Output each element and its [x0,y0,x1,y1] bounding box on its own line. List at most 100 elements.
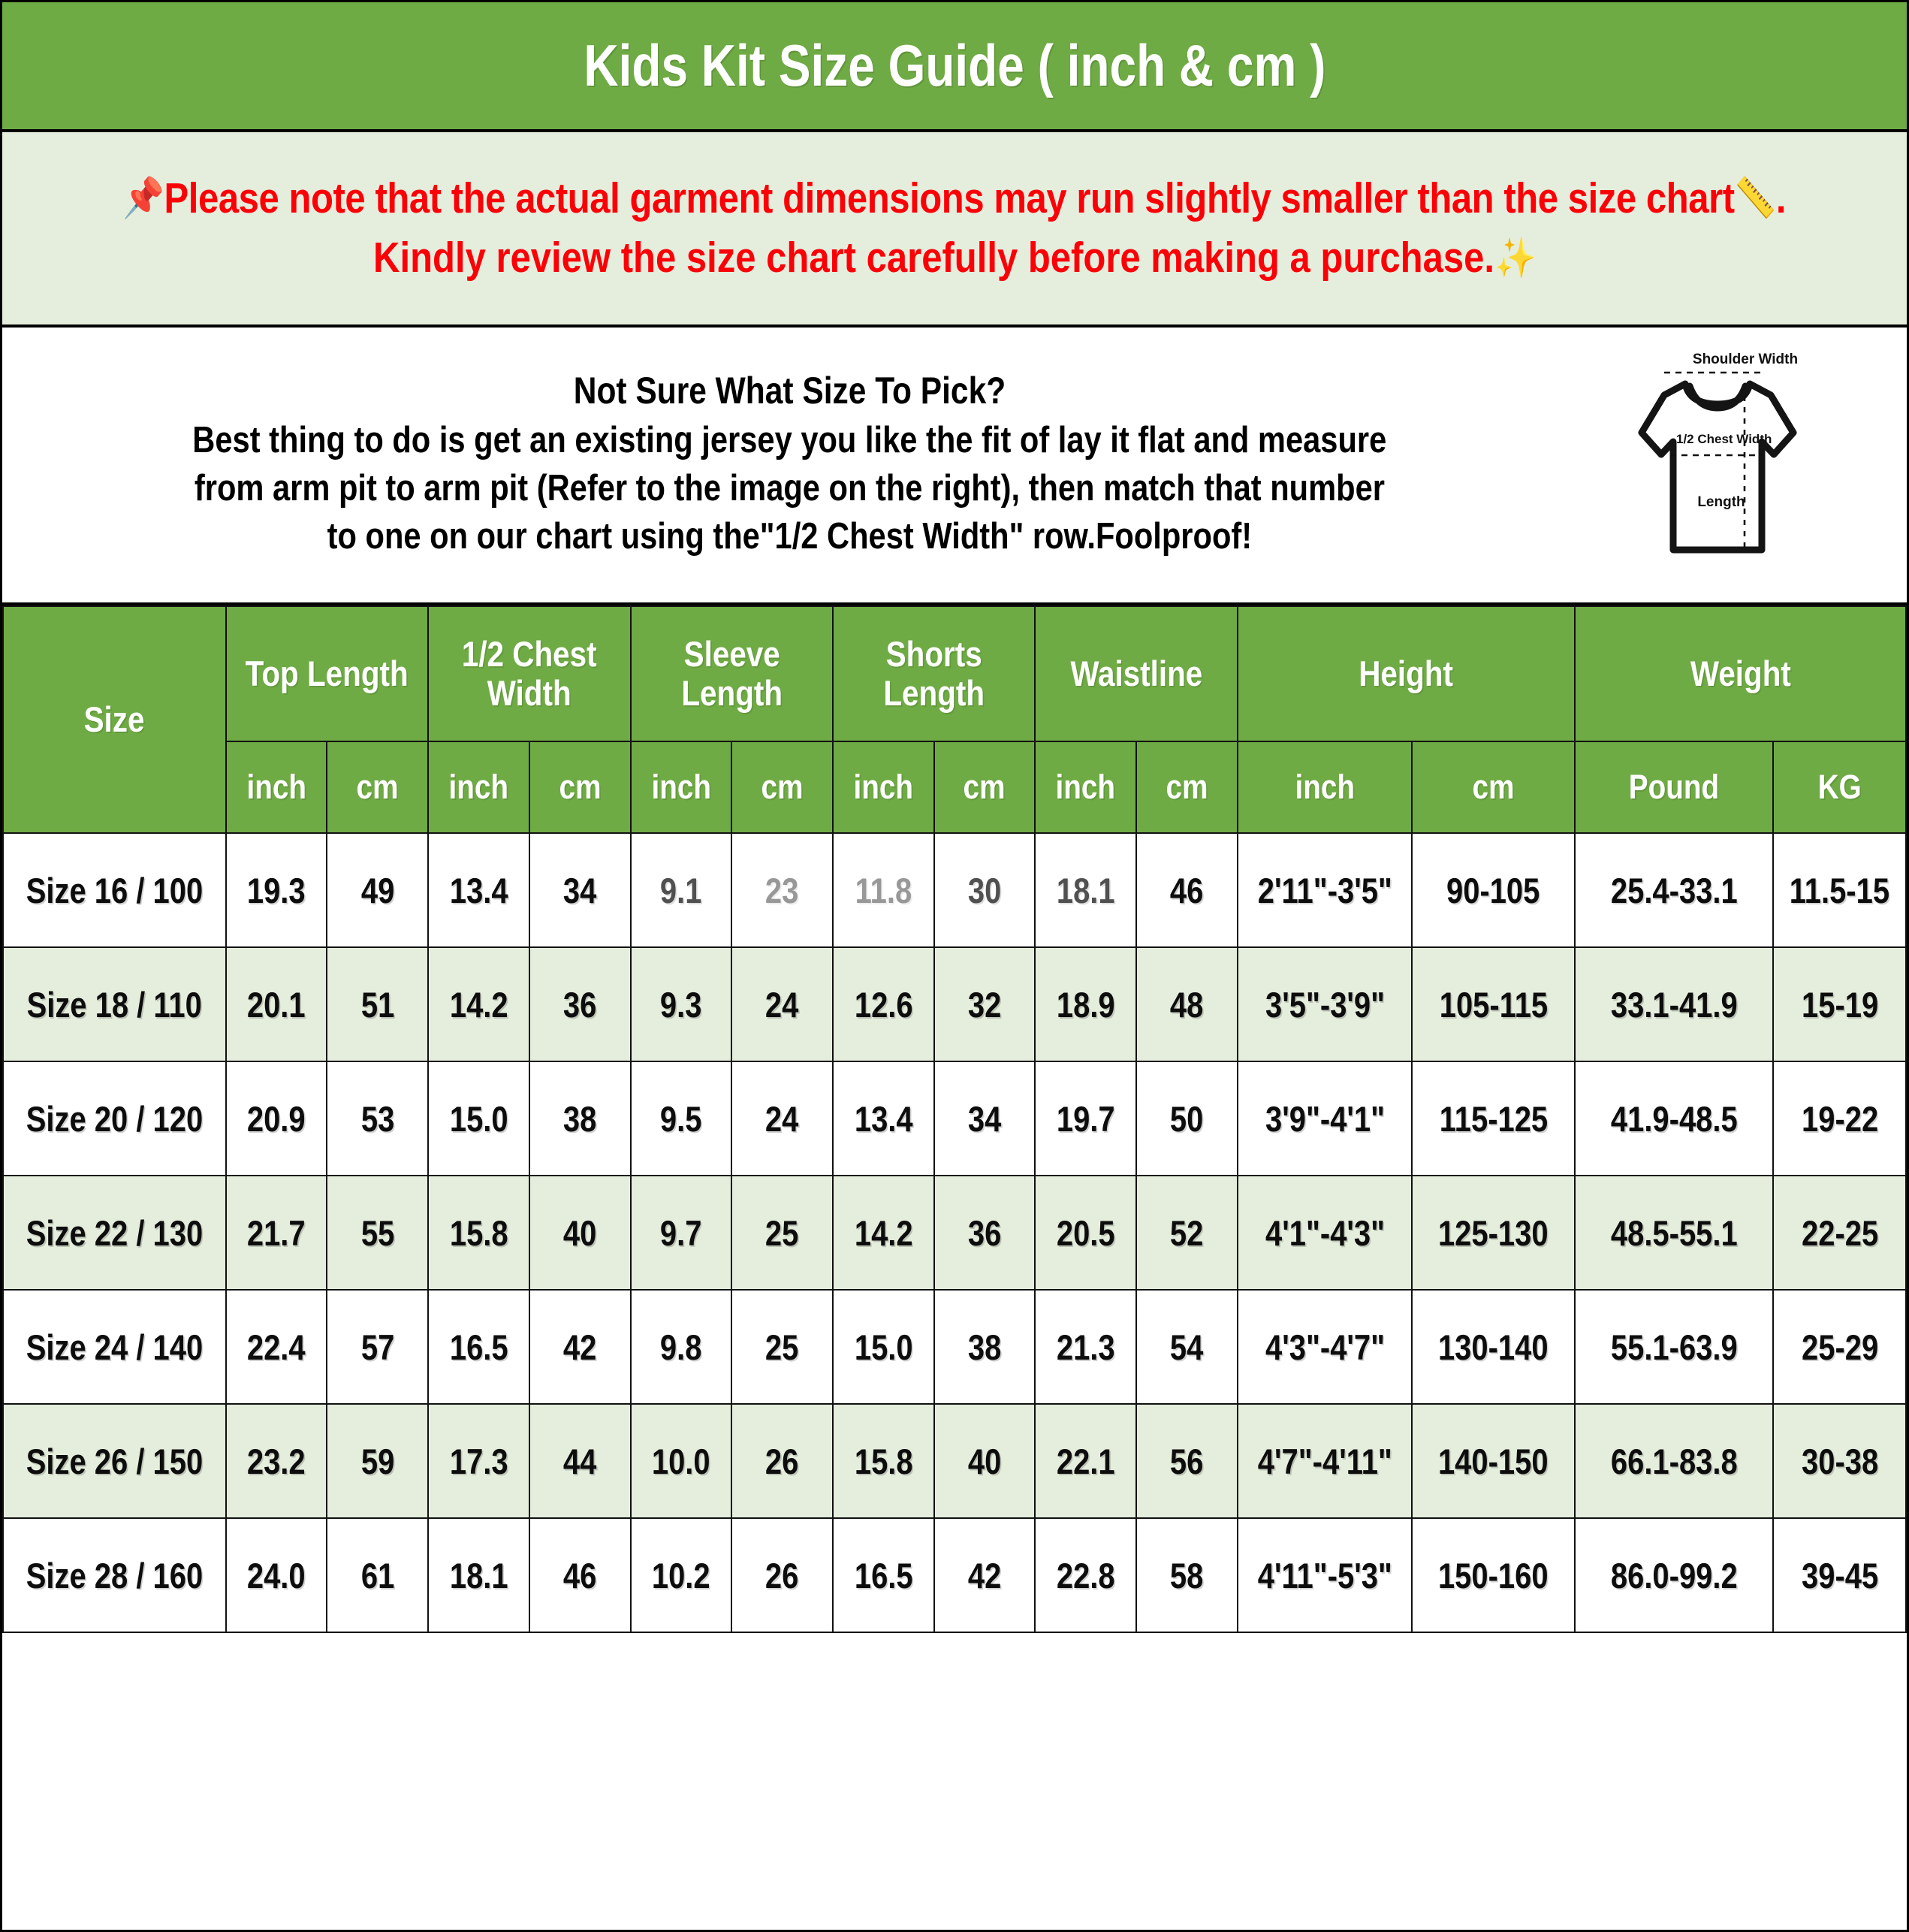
cell-chest-inch-text: 14.2 [449,984,508,1025]
unit-header-shorts-inch: inch [831,741,935,834]
half-chest-width-label: 1/2 Chest Width [1676,432,1772,446]
cell-shorts-inch: 14.2 [831,1175,935,1291]
cell-sleeve-inch-text: 9.7 [660,1212,702,1253]
cell-shorts-inch: 15.0 [831,1289,935,1405]
cell-chest-inch-text: 13.4 [449,870,508,910]
cell-weight-kg-text: 15-19 [1801,984,1878,1025]
cell-waist-inch-text: 22.1 [1056,1441,1115,1481]
cell-waist-inch: 18.9 [1034,946,1138,1062]
cell-height-inch-text: 4'7"-4'11" [1257,1441,1392,1481]
unit-header-waist-cm: cm [1135,741,1238,834]
cell-height-cm: 105-115 [1411,946,1576,1062]
unit-header-waist-inch: inch [1034,741,1138,834]
cell-shorts-cm: 36 [933,1175,1036,1291]
cell-height-cm-text: 105-115 [1439,984,1548,1025]
cell-size-text: Size 20 / 120 [26,1098,204,1139]
col-header-half-chest-width-text: 1/2 Chest Width [461,634,597,713]
cell-height-cm-text: 125-130 [1438,1212,1549,1253]
col-header-size: Size [2,605,227,834]
cell-sleeve-inch: 9.8 [629,1289,733,1405]
cell-shorts-cm: 30 [933,832,1036,948]
cell-waist-inch-text: 18.9 [1056,984,1115,1025]
cell-sleeve-cm-text: 24 [765,984,799,1025]
table-body: Size 16 / 100 19.3 49 13.4 34 9.1 23 11.8 30 18.1… [2,832,1907,1633]
notice-line-2: Kindly review the size chart carefully b… [373,233,1537,283]
cell-sleeve-inch-text: 10.0 [652,1441,710,1481]
cell-size: Size 22 / 130 [2,1175,227,1291]
cell-top-length-cm-text: 55 [360,1212,394,1253]
cell-height-cm-text: 90-105 [1446,870,1540,910]
cell-weight-kg: 39-45 [1772,1517,1907,1633]
notice-band: 📌 Please note that the actual garment dim… [2,132,1907,328]
col-header-half-chest-width: 1/2 Chest Width [427,605,632,742]
help-heading: Not Sure What Size To Pick? [573,370,1006,412]
unit-header-weight-pound: Pound [1573,741,1775,834]
cell-weight-kg: 22-25 [1772,1175,1907,1291]
cell-shorts-inch: 16.5 [831,1517,935,1633]
cell-weight-pound-text: 25.4-33.1 [1610,870,1738,910]
cell-weight-kg-text: 25-29 [1801,1327,1878,1367]
unit-header-sleeve-inch: inch [629,741,733,834]
cell-weight-pound-text: 48.5-55.1 [1610,1212,1738,1253]
cell-size: Size 18 / 110 [2,946,227,1062]
help-line-2: from arm pit to arm pit (Refer to the im… [194,468,1385,509]
cell-waist-inch: 21.3 [1034,1289,1138,1405]
cell-sleeve-cm: 24 [731,1061,834,1176]
cell-shorts-cm-text: 30 [967,870,1002,910]
cell-height-cm-text: 150-160 [1438,1555,1549,1595]
cell-waist-inch-text: 22.8 [1056,1555,1115,1595]
unit-header-top-length-cm: cm [326,741,430,834]
cell-waist-inch-text: 20.5 [1056,1212,1115,1253]
cell-waist-cm: 52 [1135,1175,1238,1291]
cell-waist-cm-text: 58 [1170,1555,1204,1595]
cell-shorts-cm: 42 [933,1517,1036,1633]
cell-waist-cm-text: 54 [1170,1327,1204,1367]
cell-top-length-inch: 22.4 [225,1289,328,1405]
cell-chest-inch: 15.0 [427,1061,530,1176]
cell-shorts-cm-text: 32 [967,984,1002,1025]
cell-waist-inch-text: 21.3 [1056,1327,1115,1367]
cell-sleeve-cm-text: 25 [765,1212,799,1253]
cell-top-length-inch: 20.9 [225,1061,328,1176]
cell-top-length-inch: 23.2 [225,1403,328,1519]
cell-top-length-cm-text: 53 [360,1098,394,1139]
cell-chest-cm: 36 [528,946,632,1062]
cell-shorts-cm: 38 [933,1289,1036,1405]
cell-waist-cm: 48 [1135,946,1238,1062]
cell-waist-cm: 46 [1135,832,1238,948]
ruler-icon: 📏 [1734,177,1777,221]
sparkles-icon: ✨ [1494,236,1537,280]
cell-sleeve-inch-text: 9.3 [660,984,702,1025]
cell-size-text: Size 26 / 150 [26,1441,204,1481]
cell-weight-pound: 55.1-63.9 [1573,1289,1775,1405]
cell-sleeve-cm: 24 [731,946,834,1062]
cell-height-inch-text: 3'5"-3'9" [1265,984,1385,1025]
cell-height-inch: 3'9"-4'1" [1236,1061,1413,1176]
cell-top-length-inch-text: 22.4 [247,1327,306,1367]
length-label: Length [1697,494,1745,510]
unit-header-sleeve-cm: cm [731,741,834,834]
cell-waist-cm: 50 [1135,1061,1238,1176]
cell-sleeve-inch: 9.3 [629,946,733,1062]
cell-top-length-cm-text: 61 [360,1555,394,1595]
col-header-sleeve-length-text: Sleeve Length [680,634,783,713]
unit-header-top-length-inch: inch [225,741,328,834]
cell-sleeve-cm-text: 23 [765,870,799,910]
cell-height-inch-text: 4'3"-4'7" [1265,1327,1385,1367]
cell-weight-pound: 48.5-55.1 [1573,1175,1775,1291]
cell-sleeve-cm: 25 [731,1175,834,1291]
table-unit-header-row: inch cm inch cm inch cm inch cm inch cm … [3,741,1907,834]
cell-size-text: Size 28 / 160 [26,1555,204,1595]
table-head: Size Top Length 1/2 Chest Width Sleeve L… [2,605,1907,834]
cell-sleeve-inch-text: 9.1 [660,870,702,910]
size-chart-table: Size Top Length 1/2 Chest Width Sleeve L… [2,605,1907,1633]
cell-weight-kg: 30-38 [1772,1403,1907,1519]
cell-chest-cm-text: 38 [562,1098,597,1139]
cell-waist-cm-text: 52 [1170,1212,1204,1253]
cell-weight-kg-text: 22-25 [1801,1212,1878,1253]
cell-size: Size 28 / 160 [2,1517,227,1633]
cell-weight-pound-text: 66.1-83.8 [1610,1441,1738,1481]
cell-chest-cm: 34 [528,832,632,948]
cell-height-inch: 4'3"-4'7" [1236,1289,1413,1405]
cell-sleeve-inch-text: 9.5 [660,1098,702,1139]
